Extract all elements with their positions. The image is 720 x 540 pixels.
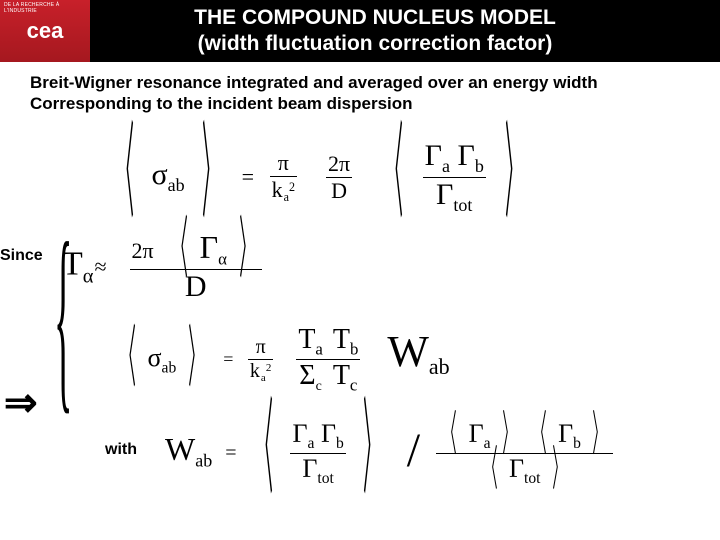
divide-slash: / xyxy=(407,423,420,478)
eq-3: 〈 σab 〉 = π ka2 Ta Tb Σc Tc Wab xyxy=(115,324,450,396)
label-since: Since xyxy=(0,247,43,265)
eq-4: Wab = 〈 Γa Γb Γtot 〉 / 〈 Γa 〉 〈 Γb 〉 xyxy=(165,419,613,488)
subtitle-line-2: Corresponding to the incident beam dispe… xyxy=(30,93,690,114)
logo: DE LA RECHERCHE À L'INDUSTRIE cea xyxy=(0,0,90,62)
logo-tagline: DE LA RECHERCHE À L'INDUSTRIE xyxy=(4,2,90,14)
subtitle-line-1: Breit-Wigner resonance integrated and av… xyxy=(30,72,690,93)
eq-1: 〈 σab 〉 = π ka2 2π D 〈 Γa Γb Γtot xyxy=(110,139,529,216)
implies-icon: ⇒ xyxy=(4,379,38,426)
title-line-2: (width fluctuation correction factor) xyxy=(90,31,660,57)
logo-text: cea xyxy=(27,18,64,44)
eq-2: Tα≈ 2π 〈 Γα 〉 D xyxy=(62,229,262,305)
sigma: σ xyxy=(152,158,168,191)
title-line-1: THE COMPOUND NUCLEUS MODEL xyxy=(90,5,660,31)
header-bar: DE LA RECHERCHE À L'INDUSTRIE cea THE CO… xyxy=(0,0,720,62)
subtitle: Breit-Wigner resonance integrated and av… xyxy=(0,62,720,119)
label-with: with xyxy=(105,441,137,459)
slide-title: THE COMPOUND NUCLEUS MODEL (width fluctu… xyxy=(90,5,720,58)
equals: = xyxy=(234,164,262,189)
